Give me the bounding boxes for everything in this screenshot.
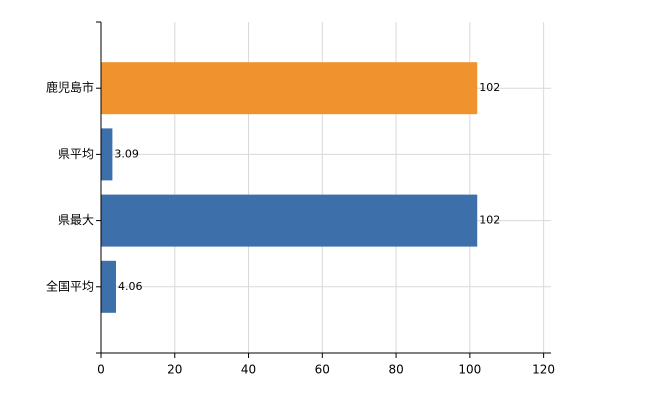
x-tick-label: 80 bbox=[388, 363, 403, 377]
y-tick-label: 鹿児島市 bbox=[46, 80, 94, 95]
y-tick-label: 全国平均 bbox=[46, 278, 94, 293]
value-label: 4.06 bbox=[118, 280, 142, 293]
value-label: 3.09 bbox=[114, 147, 139, 160]
y-tick-label: 県平均 bbox=[58, 147, 94, 161]
value-label: 102 bbox=[479, 214, 500, 227]
y-tick-label: 県最大 bbox=[58, 213, 94, 227]
bar bbox=[101, 260, 116, 313]
value-label: 102 bbox=[479, 81, 500, 94]
x-tick-label: 20 bbox=[167, 363, 182, 377]
x-tick-label: 40 bbox=[241, 363, 256, 377]
x-tick-label: 120 bbox=[532, 363, 555, 377]
x-tick-label: 0 bbox=[97, 363, 105, 377]
bar bbox=[101, 194, 478, 247]
bar bbox=[101, 128, 113, 181]
x-tick-label: 100 bbox=[458, 363, 481, 377]
x-tick-label: 60 bbox=[315, 363, 330, 377]
bar bbox=[101, 62, 478, 115]
